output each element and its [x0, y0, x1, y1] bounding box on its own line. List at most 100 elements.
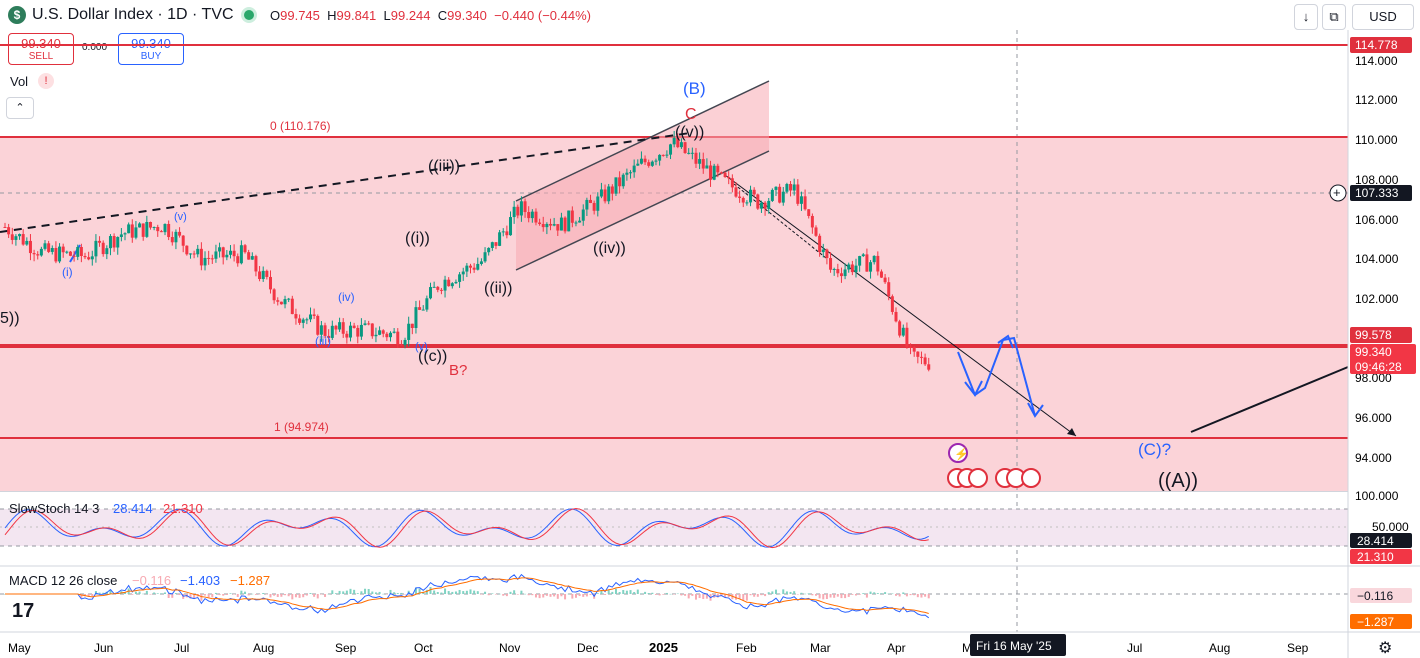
dashed-trendline[interactable] — [0, 132, 691, 233]
macd-hist-bar — [160, 593, 163, 594]
macd-hist-bar — [898, 594, 901, 597]
candle-body — [687, 152, 691, 154]
macd-hist-bar — [734, 594, 737, 600]
settings-gear-icon[interactable]: ⚙ — [1378, 640, 1393, 657]
time-tick: Aug — [253, 641, 274, 655]
candle-body — [25, 240, 29, 245]
recovery-line[interactable] — [1190, 366, 1349, 433]
candle-body — [719, 172, 723, 174]
stoch-k-badge: 28.414 — [1357, 534, 1394, 548]
volume-warning-icon[interactable]: ! — [38, 73, 54, 89]
wave-iii-label: ((iii)) — [428, 158, 460, 175]
projection-arrow-line[interactable] — [724, 174, 1077, 437]
macd-hist-bar — [895, 594, 898, 596]
macd-hist-bar — [422, 591, 425, 594]
wave-A-label: ((A)) — [1158, 470, 1198, 492]
price-tick: 110.000 — [1355, 133, 1398, 147]
macd-hist-bar — [502, 594, 505, 596]
candle-body — [599, 189, 603, 197]
stoch-tick: 50.000 — [1372, 520, 1409, 534]
candle-body — [290, 298, 294, 315]
candle-body — [716, 165, 720, 173]
candle-body — [527, 212, 531, 219]
level-badge: 99.578 — [1355, 328, 1392, 342]
candle-body — [367, 323, 371, 325]
macd-hist-bar — [447, 591, 450, 594]
wave-projection-path[interactable] — [957, 336, 1036, 417]
candle-body — [123, 233, 127, 235]
currency-select[interactable]: USD — [1352, 4, 1414, 30]
macd-hist-bar — [462, 591, 465, 594]
time-tick: Jul — [1127, 641, 1142, 655]
us-flag-event-icons[interactable] — [947, 468, 1041, 488]
candle-body — [858, 256, 862, 266]
macd-hist-bar — [178, 594, 181, 596]
macd-hist-bar — [513, 590, 516, 594]
ohlc-readout: O99.745 H99.841 L99.244 C99.340 −0.440 (… — [270, 8, 591, 23]
crosshair-date-badge: Fri 16 May '25 — [976, 639, 1052, 653]
macd-hist-bar — [611, 591, 614, 594]
time-tick: Nov — [499, 641, 520, 655]
candle-body — [490, 242, 494, 248]
candle-body — [669, 144, 673, 155]
collapse-legend-icon[interactable]: ⌃ — [6, 97, 34, 119]
buy-button[interactable]: 99.340 BUY — [118, 33, 184, 65]
macd-hist-bar — [465, 590, 468, 594]
macd-hist-bar — [905, 594, 908, 597]
macd-hist-bar — [433, 590, 436, 594]
macd-hist-bar — [294, 594, 297, 598]
candle-body — [345, 333, 349, 338]
candle-body — [799, 196, 803, 204]
volume-label: Vol — [10, 74, 29, 89]
macd-hist-bar — [665, 592, 668, 594]
macd-hist-bar — [564, 594, 567, 600]
macd-hist-bar — [924, 594, 927, 597]
wave-small-v-top-label: (v) — [174, 211, 187, 223]
channel-lower-line[interactable] — [515, 150, 770, 271]
macd-hist-bar — [811, 594, 814, 596]
macd-hist-bar — [774, 589, 777, 594]
event-lightning-icon[interactable] — [948, 443, 968, 463]
candle-body — [410, 323, 414, 328]
channel-upper-line[interactable] — [515, 80, 770, 202]
macd-hist-bar — [582, 594, 585, 597]
wave-C-label: C — [685, 106, 697, 123]
candle-body — [21, 234, 25, 245]
restore-window-icon[interactable]: ⧉ — [1322, 4, 1346, 30]
download-arrow-icon[interactable]: ↓ — [1294, 4, 1318, 30]
svg-text:⚡: ⚡ — [954, 447, 969, 461]
macd-hist-bar — [378, 591, 381, 594]
candle-body — [690, 152, 694, 154]
macd-hist-bar — [647, 593, 650, 594]
sell-label: SELL — [28, 51, 54, 62]
candle-body — [683, 142, 687, 154]
candle-body — [283, 299, 287, 305]
candle-body — [832, 268, 836, 270]
candle-body — [39, 248, 43, 256]
symbol-title[interactable]: U.S. Dollar Index · 1D · TVC — [32, 6, 234, 23]
candle-body — [359, 324, 363, 337]
candle-body — [87, 257, 91, 260]
candle-body — [781, 191, 785, 203]
macd-hist-bar — [836, 594, 839, 597]
wave-B-label: (B) — [683, 79, 706, 98]
candle-body — [334, 325, 338, 330]
macd-hist-bar — [607, 590, 610, 594]
macd-hist-bar — [302, 594, 305, 598]
candle-body — [279, 301, 283, 305]
candle-body — [494, 242, 498, 246]
macd-hist-bar — [654, 594, 657, 595]
candle-body — [363, 323, 367, 325]
macd-hist-bar — [862, 593, 865, 594]
macd-hist-bar — [498, 593, 501, 595]
candle-body — [749, 189, 753, 203]
sell-button[interactable]: 99.340 SELL — [8, 33, 74, 65]
candle-body — [247, 252, 251, 260]
macd-hist-bar — [814, 594, 817, 596]
macd-hist-bar — [327, 593, 330, 595]
macd-hist-bar — [222, 594, 225, 596]
candle-body — [581, 209, 585, 221]
candle-body — [661, 154, 665, 156]
macd-hist-bar — [320, 594, 323, 595]
